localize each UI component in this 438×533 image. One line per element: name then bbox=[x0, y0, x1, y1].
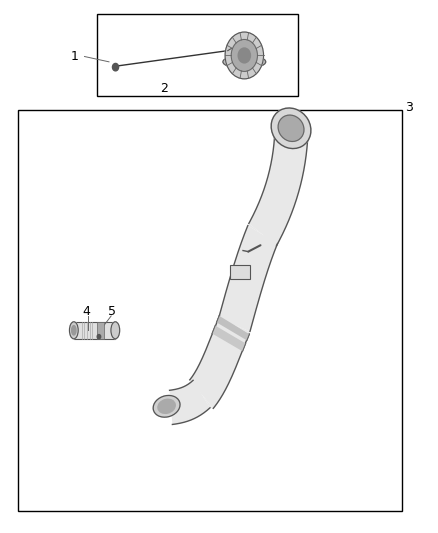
FancyBboxPatch shape bbox=[230, 265, 250, 279]
Text: 2: 2 bbox=[160, 82, 168, 95]
Text: 3: 3 bbox=[405, 101, 413, 114]
Circle shape bbox=[97, 335, 101, 339]
Polygon shape bbox=[248, 223, 278, 246]
Circle shape bbox=[238, 48, 251, 63]
FancyBboxPatch shape bbox=[74, 322, 115, 339]
Polygon shape bbox=[190, 316, 249, 408]
Text: 4: 4 bbox=[82, 305, 90, 318]
Ellipse shape bbox=[158, 399, 175, 414]
Text: 5: 5 bbox=[108, 305, 116, 318]
Text: 1: 1 bbox=[71, 50, 79, 63]
Ellipse shape bbox=[153, 395, 180, 417]
Polygon shape bbox=[249, 137, 307, 246]
FancyBboxPatch shape bbox=[18, 110, 403, 511]
Ellipse shape bbox=[223, 55, 266, 68]
Polygon shape bbox=[170, 381, 210, 424]
Ellipse shape bbox=[70, 322, 78, 339]
FancyBboxPatch shape bbox=[97, 322, 104, 339]
Polygon shape bbox=[212, 326, 246, 351]
Circle shape bbox=[225, 32, 264, 79]
Ellipse shape bbox=[271, 108, 311, 149]
Ellipse shape bbox=[111, 322, 120, 339]
Ellipse shape bbox=[72, 326, 76, 335]
FancyBboxPatch shape bbox=[97, 14, 297, 96]
Ellipse shape bbox=[278, 115, 304, 141]
Polygon shape bbox=[219, 316, 250, 334]
Circle shape bbox=[231, 39, 258, 71]
Polygon shape bbox=[219, 225, 278, 332]
Polygon shape bbox=[216, 316, 249, 341]
Circle shape bbox=[113, 63, 119, 71]
Polygon shape bbox=[190, 380, 213, 408]
